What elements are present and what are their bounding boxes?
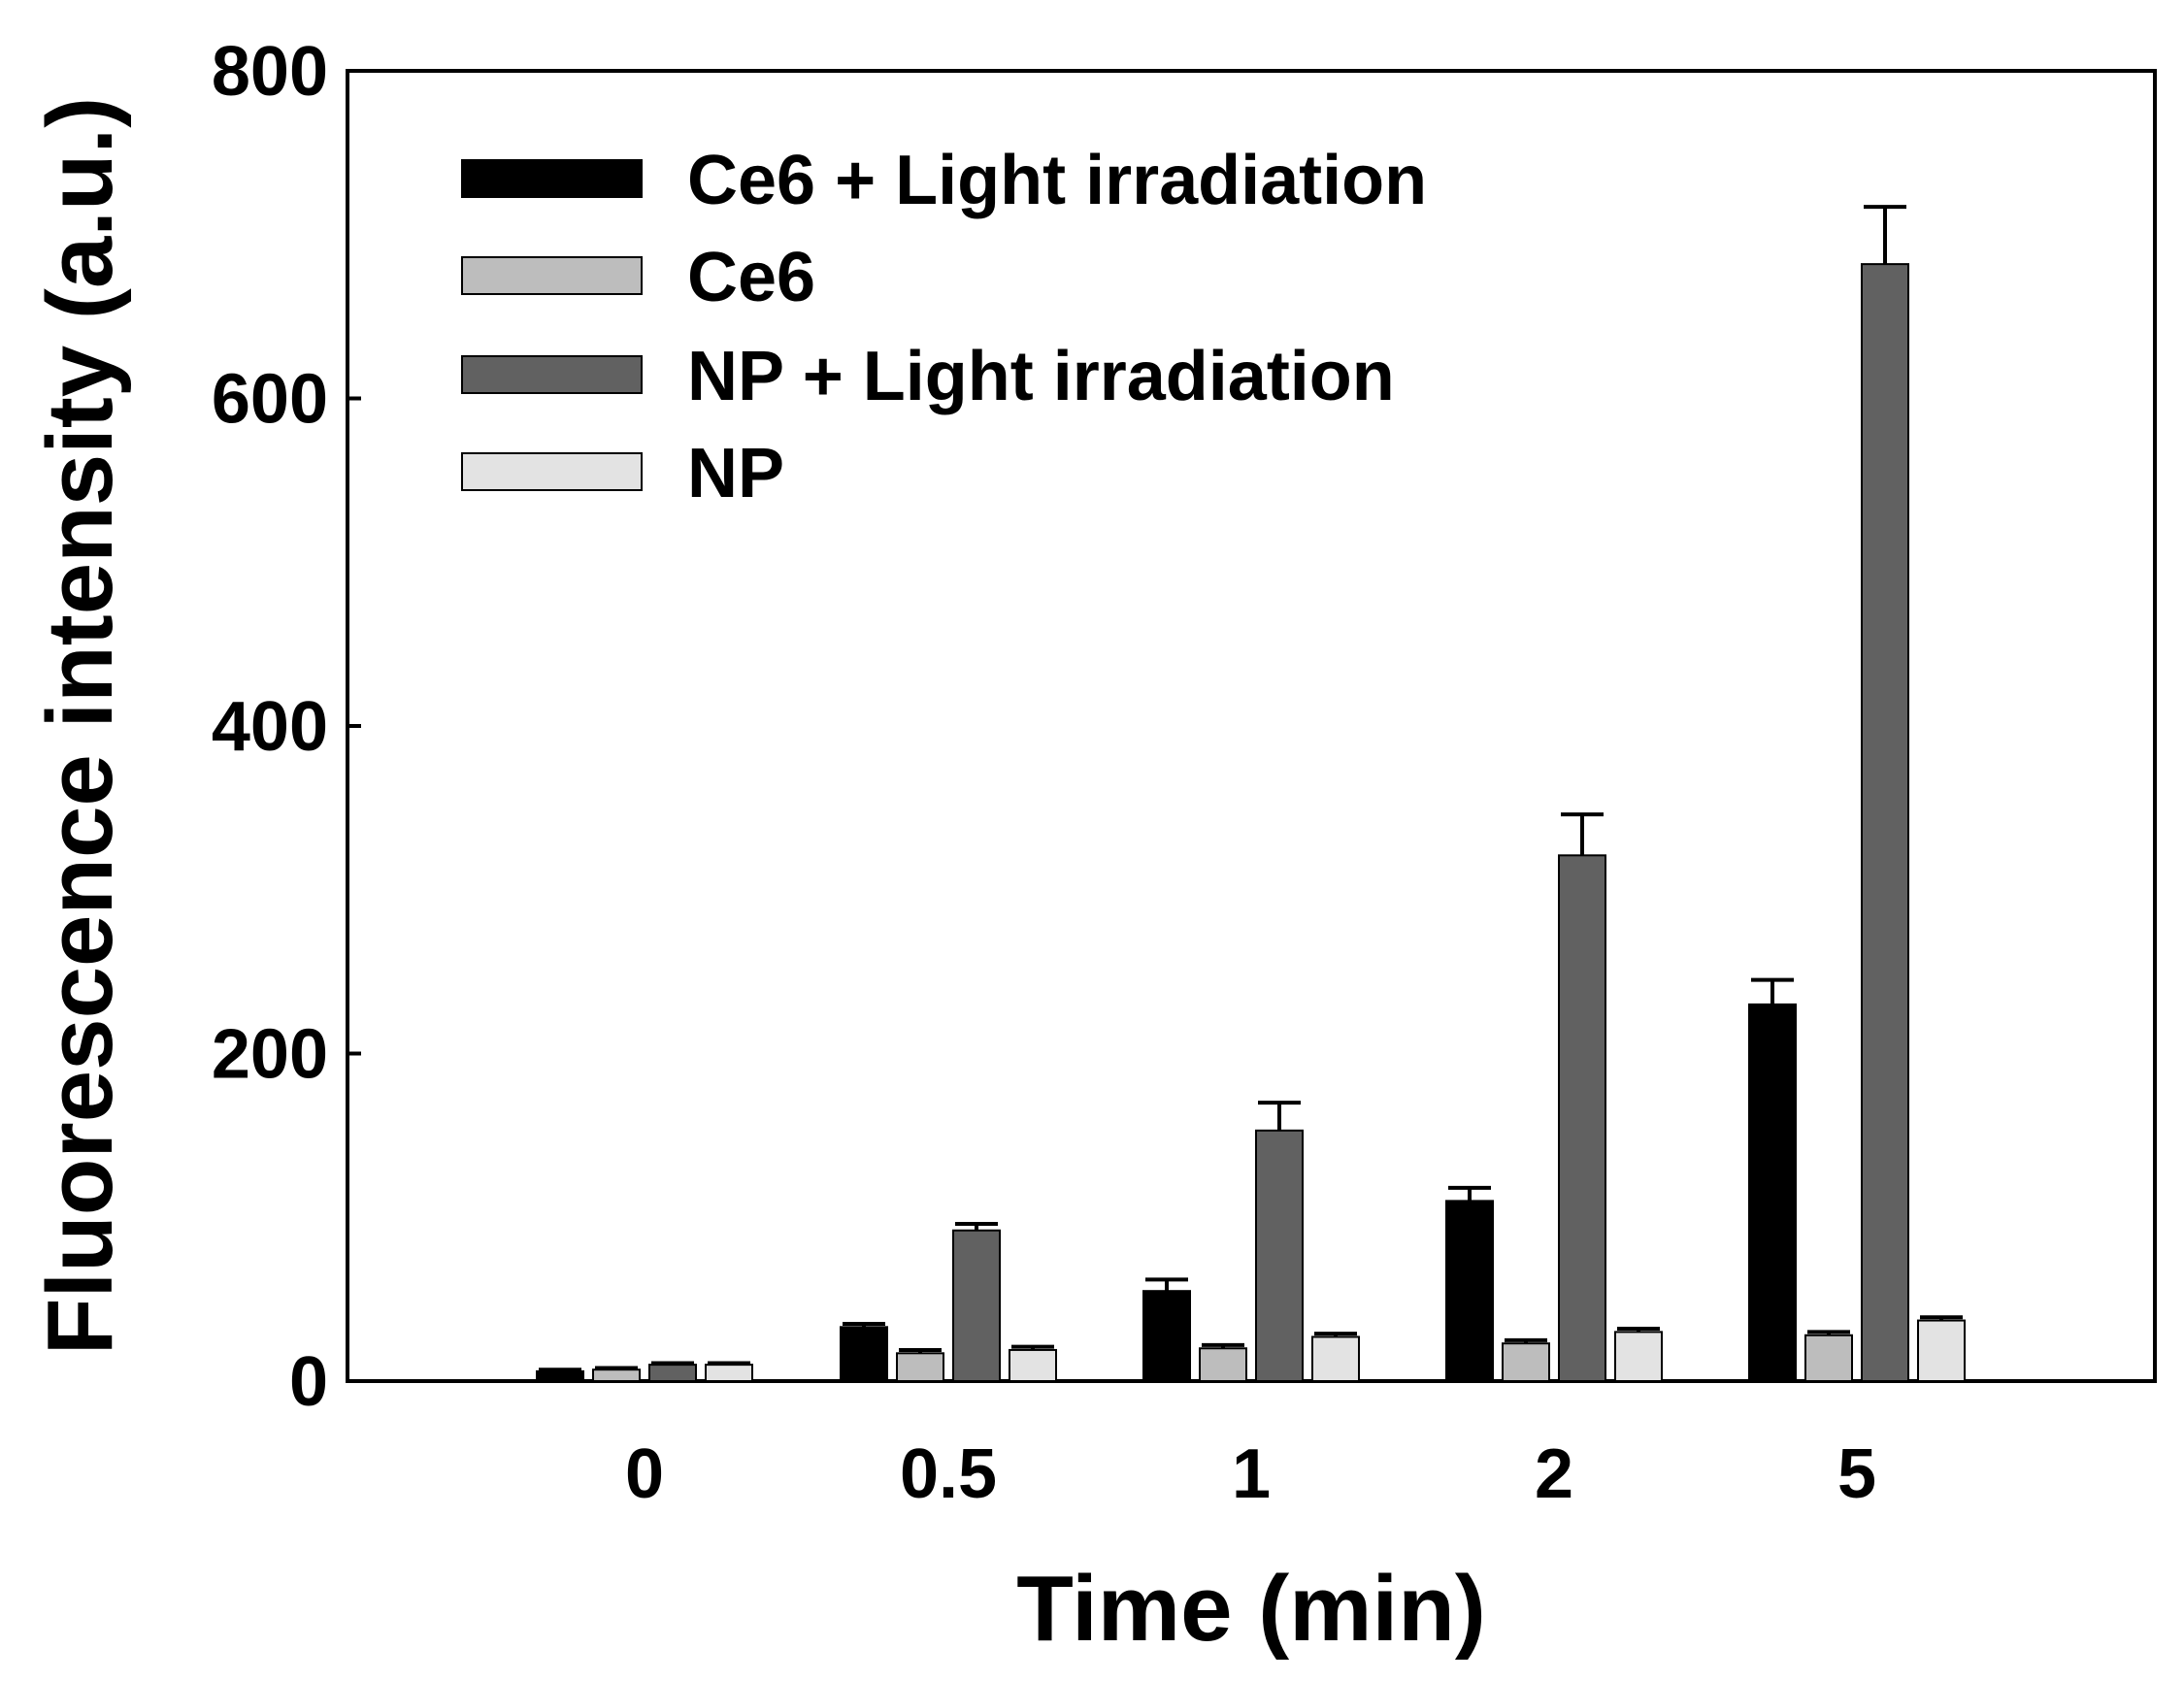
legend-swatch bbox=[461, 452, 643, 491]
x-tick-label: 2 bbox=[1535, 1435, 1573, 1513]
bar-3-3 bbox=[1614, 1331, 1663, 1382]
bar-0-4 bbox=[1748, 1003, 1797, 1382]
legend-label: NP bbox=[687, 435, 784, 512]
x-axis-title: Time (min) bbox=[1016, 1557, 1486, 1661]
bar-2-0 bbox=[648, 1364, 697, 1382]
bars-layer bbox=[536, 205, 1966, 1382]
bar-0-3 bbox=[1445, 1200, 1494, 1382]
bar-1-0 bbox=[592, 1368, 641, 1382]
x-tick-label: 0 bbox=[625, 1435, 664, 1513]
bar-3-4 bbox=[1917, 1319, 1966, 1382]
bar-0-0 bbox=[536, 1369, 584, 1382]
legend-swatch bbox=[461, 256, 643, 295]
bar-3-1 bbox=[1009, 1348, 1057, 1382]
bar-2-2 bbox=[1255, 1129, 1304, 1382]
y-tick-label: 800 bbox=[212, 33, 328, 111]
bar-1-3 bbox=[1502, 1342, 1550, 1382]
legend-label: NP + Light irradiation bbox=[687, 338, 1395, 415]
y-tick-label: 600 bbox=[212, 361, 328, 439]
legend-swatch bbox=[461, 159, 643, 198]
x-axis: 0 0.5 1 2 5 bbox=[625, 1435, 1876, 1513]
bar-2-1 bbox=[952, 1229, 1001, 1382]
bar-1-2 bbox=[1199, 1347, 1247, 1382]
bar-3-2 bbox=[1311, 1335, 1360, 1382]
bar-1-4 bbox=[1804, 1334, 1853, 1382]
legend-label: Ce6 + Light irradiation bbox=[687, 142, 1427, 219]
y-tick-label: 0 bbox=[289, 1343, 328, 1421]
legend-label: Ce6 bbox=[687, 239, 815, 316]
y-axis-title: Fluorescence intensity (a.u.) bbox=[28, 97, 132, 1355]
bar-2-4 bbox=[1861, 263, 1909, 1382]
y-tick-label: 400 bbox=[212, 688, 328, 766]
bar-1-1 bbox=[896, 1352, 944, 1382]
x-tick-label: 1 bbox=[1232, 1435, 1271, 1513]
bar-2-3 bbox=[1558, 854, 1606, 1382]
legend: Ce6 + Light irradiation Ce6 NP + Light irr… bbox=[461, 142, 1427, 512]
bar-0-2 bbox=[1142, 1290, 1191, 1382]
bar-3-0 bbox=[705, 1364, 753, 1382]
x-tick-label: 5 bbox=[1837, 1435, 1876, 1513]
legend-swatch bbox=[461, 355, 643, 394]
bar-0-1 bbox=[840, 1326, 888, 1382]
x-tick-label: 0.5 bbox=[900, 1435, 997, 1513]
plot-frame bbox=[346, 69, 2157, 1383]
y-axis: 0 200 400 600 800 bbox=[212, 33, 361, 1421]
y-tick-label: 200 bbox=[212, 1016, 328, 1094]
